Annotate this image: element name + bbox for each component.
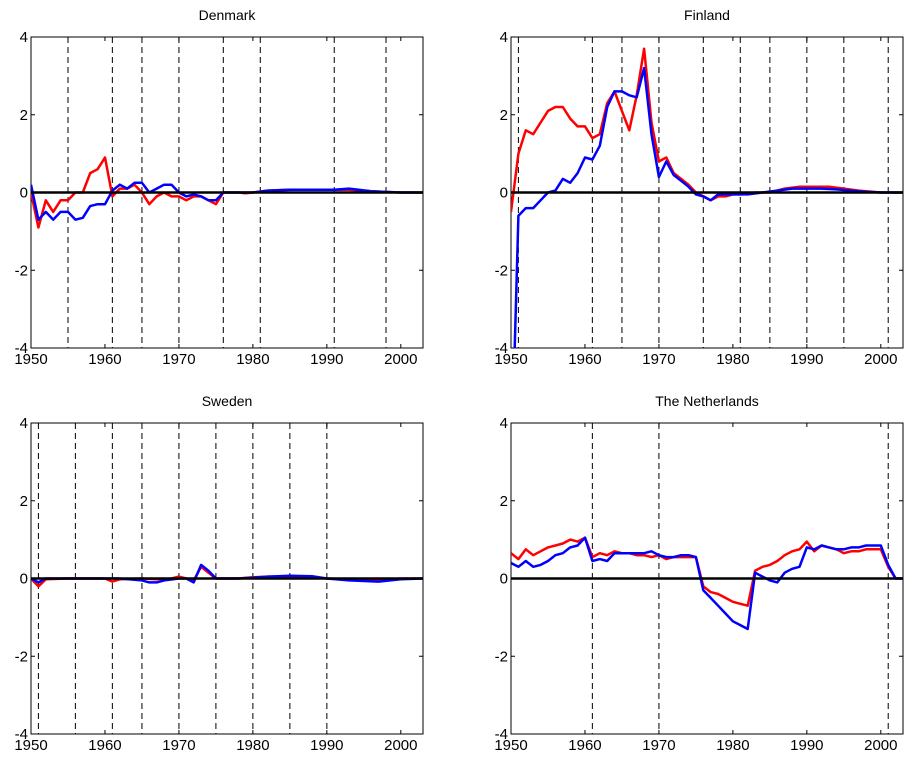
x-tick-label: 1980 — [236, 351, 269, 368]
y-tick-label: 0 — [20, 185, 28, 202]
panel-denmark: Denmark -4 -2 0 2 4 1950 1960 1970 1980 1990 2000 — [14, 7, 424, 368]
y-tick-label: 0 — [20, 571, 28, 588]
x-tick-label: 1950 — [494, 737, 527, 754]
y-tick-label: -2 — [15, 262, 28, 279]
series-line-1 — [513, 66, 903, 348]
x-tick-label: 1970 — [642, 737, 675, 754]
x-tick-label: 1960 — [88, 737, 121, 754]
y-tick-label: 2 — [500, 107, 508, 124]
x-tick-label: 1980 — [716, 351, 749, 368]
y-tick-label: -4 — [15, 726, 28, 743]
x-tick-label: 1950 — [14, 351, 47, 368]
y-tick-label: -4 — [495, 726, 508, 743]
y-tick-label: 0 — [500, 185, 508, 202]
panel-the-netherlands: The Netherlands -4 -2 0 2 4 1950 1960 1970 1980 19… — [494, 393, 904, 754]
series-line-1 — [31, 181, 423, 221]
y-tick-label: -4 — [15, 340, 28, 357]
x-tick-label: 2000 — [864, 351, 897, 368]
y-tick-label: 4 — [500, 29, 508, 46]
series-line-0 — [31, 565, 423, 588]
y-tick-label: 4 — [20, 415, 28, 432]
x-tick-label: 1960 — [88, 351, 121, 368]
y-tick-label: -2 — [15, 648, 28, 665]
x-tick-label: 2000 — [384, 737, 417, 754]
x-tick-label: 1990 — [790, 737, 823, 754]
x-tick-label: 1980 — [236, 737, 269, 754]
series-line-1 — [31, 563, 423, 584]
x-tick-label: 1990 — [310, 737, 343, 754]
x-tick-label: 1960 — [568, 737, 601, 754]
chart-title: The Netherlands — [655, 393, 759, 409]
x-tick-label: 1960 — [568, 351, 601, 368]
y-tick-label: -4 — [495, 340, 508, 357]
x-tick-label: 1950 — [14, 737, 47, 754]
series-line-1 — [511, 536, 903, 631]
chart-title: Denmark — [199, 7, 257, 23]
x-tick-label: 2000 — [864, 737, 897, 754]
x-tick-label: 1950 — [494, 351, 527, 368]
x-tick-label: 1970 — [162, 351, 195, 368]
y-tick-label: -2 — [495, 262, 508, 279]
y-tick-label: 2 — [20, 107, 28, 124]
y-tick-label: 0 — [500, 571, 508, 588]
chart-title: Sweden — [202, 393, 253, 409]
chart-title: Finland — [684, 7, 730, 23]
x-tick-label: 1970 — [642, 351, 675, 368]
panel-sweden: Sweden -4 -2 0 2 4 1950 1960 1970 1980 1990 2000 — [14, 393, 424, 754]
y-tick-label: 2 — [500, 493, 508, 510]
x-tick-label: 1990 — [790, 351, 823, 368]
y-tick-label: -2 — [495, 648, 508, 665]
x-tick-label: 1980 — [716, 737, 749, 754]
y-tick-label: 4 — [500, 415, 508, 432]
x-tick-label: 2000 — [384, 351, 417, 368]
x-tick-label: 1990 — [310, 351, 343, 368]
x-tick-label: 1970 — [162, 737, 195, 754]
y-tick-label: 2 — [20, 493, 28, 510]
panel-finland: Finland -4 -2 0 2 4 1950 1960 1970 1980 1990 2000 — [494, 7, 904, 368]
y-tick-label: 4 — [20, 29, 28, 46]
